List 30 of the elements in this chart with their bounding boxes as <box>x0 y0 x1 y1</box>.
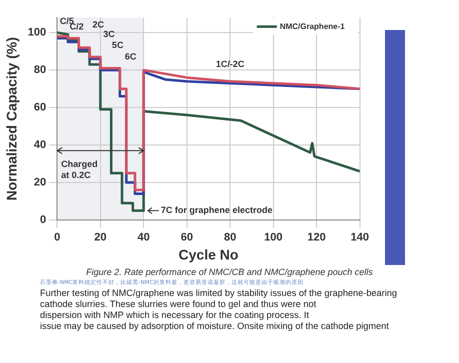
y-tick-label: 80 <box>34 64 46 76</box>
annotation: 1C/-2C <box>216 58 245 69</box>
annotation: 6C <box>124 51 137 62</box>
y-tick-label: 40 <box>34 139 46 152</box>
annotation: C/5 <box>60 16 74 26</box>
y-tick-label: 20 <box>34 176 46 189</box>
x-tick-label: 80 <box>224 232 236 244</box>
annotation: 7C for graphene electrode <box>160 205 272 216</box>
x-tick-label: 20 <box>94 232 107 244</box>
legend-label: NMC/Graphene-1 <box>280 22 346 31</box>
caption: Figure 2. Rate performance of NMC/CB and NMC/graphene pouch cells <box>85 267 374 277</box>
x-tick-label: 120 <box>307 232 326 244</box>
text: cathode slurries. These slurries were found to gel and thus were not <box>40 299 318 310</box>
y-tick-label: 0 <box>40 214 46 226</box>
x-tick-label: 140 <box>350 232 370 244</box>
x-tick-label: 100 <box>264 232 283 244</box>
y-tick-label: 60 <box>34 102 46 114</box>
band-label: Charged at 0.2C <box>61 159 98 180</box>
y-axis-title: Normalized Capacity (%) <box>3 37 20 200</box>
annotation: 5C <box>112 40 124 50</box>
text: Further testing of NMC/graphene was limited by stability issues of the graphene-bearing <box>40 288 398 299</box>
text: dispersion with NMP which is necessary for the coating process. It <box>40 310 310 321</box>
x-tick-label: 60 <box>180 232 193 244</box>
annotation: 3C <box>103 28 116 39</box>
annotation: 2C <box>92 20 104 30</box>
y-tick-label: 100 <box>28 26 46 39</box>
text: issue may be caused by adsorption of moisture. Onsite mixing of the cathode pigment <box>40 321 390 332</box>
x-tick-label: 0 <box>54 232 60 244</box>
x-tick-label: 40 <box>138 232 150 244</box>
x-axis-title: Cycle No <box>178 246 238 262</box>
